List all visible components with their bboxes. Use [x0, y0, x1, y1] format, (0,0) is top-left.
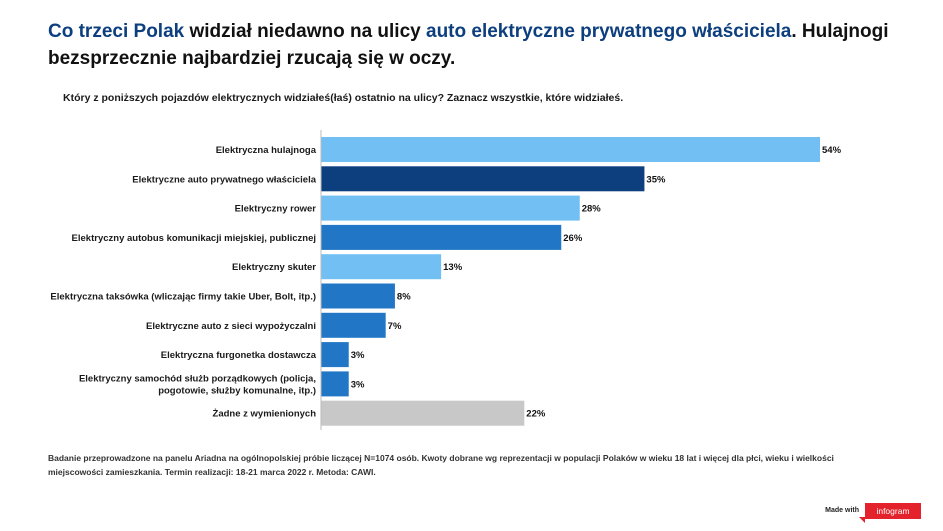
category-label-line: Elektryczny rower: [235, 204, 317, 215]
made-with-label: Made with: [825, 507, 859, 514]
bar-2: [321, 195, 580, 221]
value-label-6: 7%: [388, 321, 402, 332]
category-label-line: Elektryczny samochód służb porządkowych …: [79, 373, 316, 384]
value-label-9: 22%: [526, 409, 546, 420]
value-label-0: 54%: [822, 145, 842, 156]
bar-5: [321, 283, 395, 309]
value-label-8: 3%: [351, 379, 365, 390]
category-label-line: Elektryczna furgonetka dostawcza: [161, 350, 317, 361]
infogram-logo: infogram: [859, 503, 921, 523]
category-label-line: Elektryczny autobus komunikacji miejskie…: [72, 233, 316, 244]
category-label-2: Elektryczny rower: [235, 204, 317, 215]
value-label-3: 26%: [563, 233, 583, 244]
value-label-7: 3%: [351, 350, 365, 361]
category-label-line: Elektryczne auto prywatnego właściciela: [132, 174, 316, 185]
bar-6: [321, 312, 386, 338]
value-label-1: 35%: [646, 174, 666, 185]
value-label-5: 8%: [397, 292, 411, 303]
category-label-3: Elektryczny autobus komunikacji miejskie…: [72, 233, 316, 244]
title-highlight-2: auto elektryczne prywatnego właściciela: [426, 21, 792, 42]
category-label-5: Elektryczna taksówka (wliczając firmy ta…: [50, 292, 316, 303]
bar-9: [321, 400, 525, 426]
title-text-1: widział niedawno na ulicy: [184, 21, 426, 42]
category-label-line: Elektryczny skuter: [232, 262, 316, 273]
category-label-6: Elektryczne auto z sieci wypożyczalni: [146, 321, 316, 332]
chart-title: Co trzeci Polak widział niedawno na ulic…: [48, 18, 908, 72]
category-label-9: Żadne z wymienionych: [213, 409, 317, 420]
category-label-line: Elektryczne auto z sieci wypożyczalni: [146, 321, 316, 332]
title-highlight-1: Co trzeci Polak: [48, 21, 185, 42]
survey-question: Który z poniższych pojazdów elektrycznyc…: [63, 92, 624, 104]
bar-0: [321, 137, 820, 162]
bar-chart: Elektryczna hulajnoga 54% Elektryczne auto…: [50, 130, 842, 430]
bar-4: [321, 254, 442, 280]
title-text-2: . Hulajnogi bezsprzecznie najbardziej rz…: [48, 21, 889, 69]
value-label-2: 28%: [582, 204, 602, 215]
footnote: Badanie przeprowadzone na panelu Ariadna…: [48, 453, 834, 477]
bar-3: [321, 224, 562, 250]
category-label-4: Elektryczny skuter: [232, 262, 316, 273]
bar-1: [321, 166, 645, 192]
category-label-7: Elektryczna furgonetka dostawcza: [161, 350, 317, 361]
category-label-line: Elektryczna hulajnoga: [216, 145, 317, 156]
bar-7: [321, 342, 349, 368]
category-label-1: Elektryczne auto prywatnego właściciela: [132, 174, 316, 185]
category-label-line: Żadne z wymienionych: [213, 409, 317, 420]
bar-8: [321, 371, 349, 397]
value-label-4: 13%: [443, 262, 463, 273]
category-label-line: pogotowie, służby komunalne, itp.): [158, 385, 316, 396]
category-label-line: Elektryczna taksówka (wliczając firmy ta…: [50, 292, 316, 303]
category-label-8: Elektryczny samochód służb porządkowych …: [79, 373, 316, 396]
category-label-0: Elektryczna hulajnoga: [216, 145, 317, 156]
